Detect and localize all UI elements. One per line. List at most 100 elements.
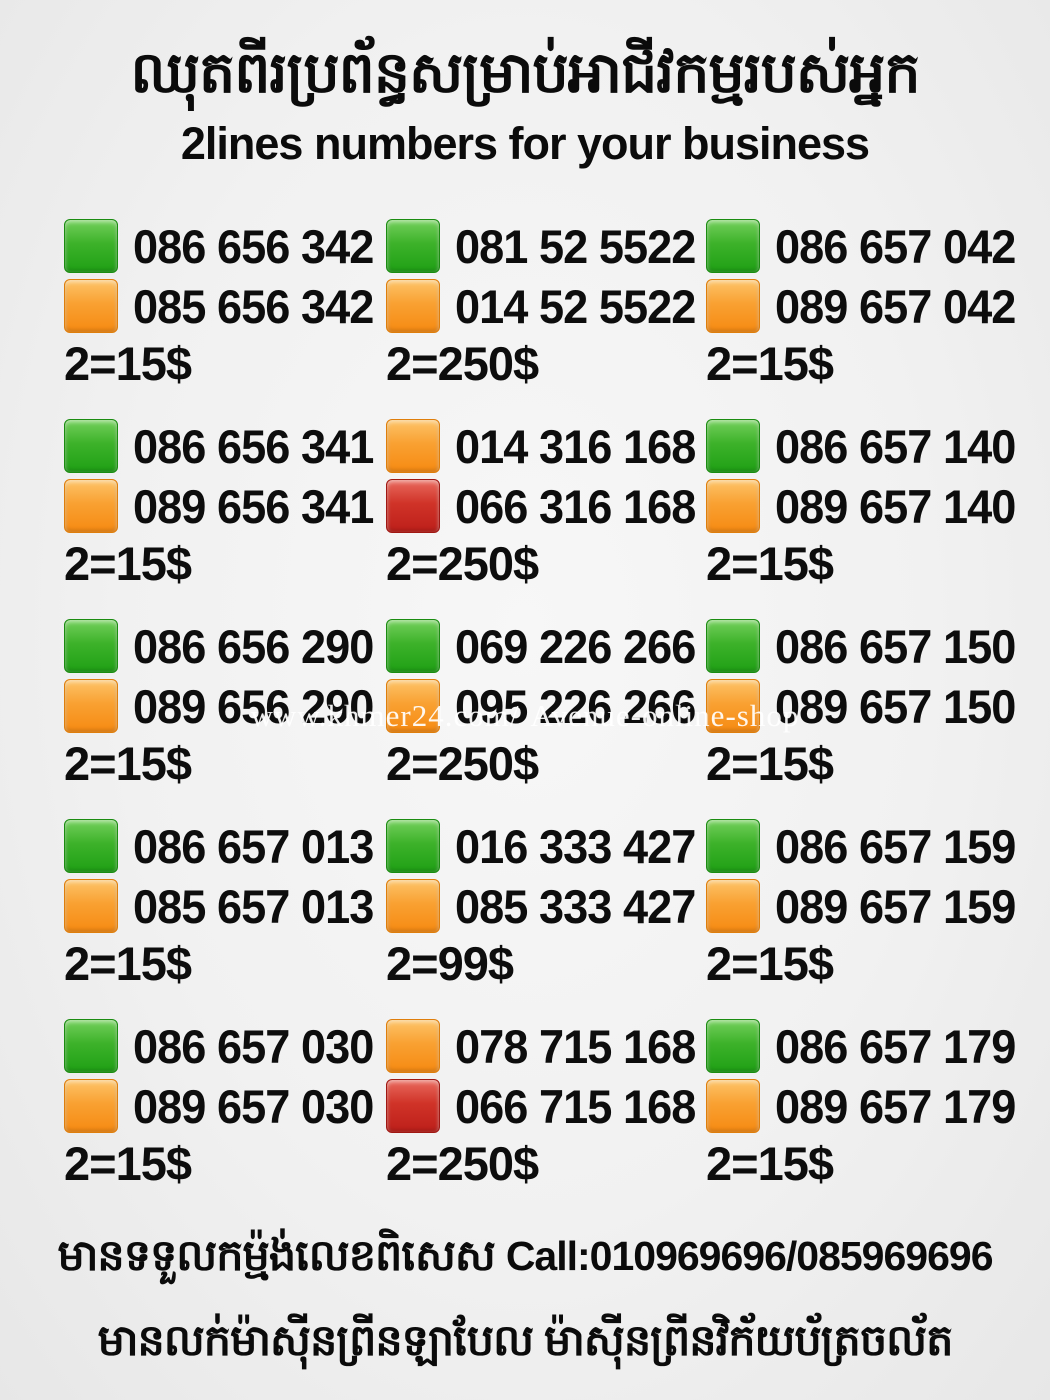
phone-number: 089 657 140 <box>775 479 1016 533</box>
number-line-1: 069 226 266 <box>386 619 706 673</box>
pack-price: 2=15$ <box>64 1137 192 1190</box>
number-line-1: 086 656 342 <box>64 219 386 273</box>
sim-color-chip-green <box>64 1019 118 1073</box>
phone-number: 069 226 266 <box>455 619 696 673</box>
sim-color-chip-orange <box>706 679 760 733</box>
phone-number: 085 656 342 <box>133 279 374 333</box>
sim-color-chip-orange <box>706 279 760 333</box>
sim-color-chip-green <box>386 619 440 673</box>
number-pack-6: 086 657 140 089 657 140 2=15$ <box>706 419 1026 620</box>
phone-number: 095 226 266 <box>455 679 696 733</box>
number-line-2: 095 226 266 <box>386 679 706 733</box>
sim-color-chip-orange <box>64 479 118 533</box>
number-line-2: 089 656 341 <box>64 479 386 533</box>
phone-number: 086 657 150 <box>775 619 1016 673</box>
phone-number: 086 657 179 <box>775 1019 1016 1073</box>
phone-number: 085 333 427 <box>455 879 696 933</box>
phone-number: 085 657 013 <box>133 879 374 933</box>
pack-price: 2=99$ <box>386 937 514 990</box>
number-line-2: 089 656 290 <box>64 679 386 733</box>
number-pack-12: 086 657 159 089 657 159 2=15$ <box>706 819 1026 1020</box>
phone-number: 078 715 168 <box>455 1019 696 1073</box>
sim-color-chip-green <box>706 819 760 873</box>
phone-number: 086 657 159 <box>775 819 1016 873</box>
phone-number: 086 656 341 <box>133 419 374 473</box>
number-line-2: 085 656 342 <box>64 279 386 333</box>
pack-price: 2=250$ <box>386 737 539 790</box>
number-pack-3: 086 657 042 089 657 042 2=15$ <box>706 219 1026 420</box>
number-pack-1: 086 656 342 085 656 342 2=15$ <box>64 219 386 420</box>
phone-number: 086 657 030 <box>133 1019 374 1073</box>
pack-price: 2=250$ <box>386 537 539 590</box>
number-pack-14: 078 715 168 066 715 168 2=250$ <box>386 1019 706 1220</box>
pack-price: 2=15$ <box>706 537 834 590</box>
number-line-2: 089 657 140 <box>706 479 1026 533</box>
sim-color-chip-green <box>64 419 118 473</box>
number-line-1: 086 657 140 <box>706 419 1026 473</box>
phone-number: 086 657 140 <box>775 419 1016 473</box>
sim-color-chip-orange <box>706 1079 760 1133</box>
sim-color-chip-orange <box>706 879 760 933</box>
sim-color-chip-red <box>386 479 440 533</box>
sim-color-chip-green <box>706 619 760 673</box>
phone-number: 089 657 150 <box>775 679 1016 733</box>
phone-number: 014 52 5522 <box>455 279 696 333</box>
pack-price: 2=250$ <box>386 1137 539 1190</box>
phone-number: 086 656 342 <box>133 219 374 273</box>
phone-number: 066 316 168 <box>455 479 696 533</box>
sim-color-chip-orange <box>64 1079 118 1133</box>
sim-color-chip-orange <box>706 479 760 533</box>
number-line-1: 086 656 341 <box>64 419 386 473</box>
sim-color-chip-orange <box>64 679 118 733</box>
number-line-1: 078 715 168 <box>386 1019 706 1073</box>
sim-color-chip-green <box>706 219 760 273</box>
number-line-2: 014 52 5522 <box>386 279 706 333</box>
footer-order-khmer-text: មានទទួលកម្ម៉ង់លេខពិសេស <box>57 1232 495 1280</box>
number-line-1: 016 333 427 <box>386 819 706 873</box>
number-pack-5: 014 316 168 066 316 168 2=250$ <box>386 419 706 620</box>
sim-color-chip-green <box>386 219 440 273</box>
phone-number: 014 316 168 <box>455 419 696 473</box>
number-pack-15: 086 657 179 089 657 179 2=15$ <box>706 1019 1026 1220</box>
sim-color-chip-red <box>386 1079 440 1133</box>
number-line-2: 089 657 159 <box>706 879 1026 933</box>
number-line-1: 086 657 159 <box>706 819 1026 873</box>
phone-number: 086 656 290 <box>133 619 374 673</box>
phone-number: 086 657 042 <box>775 219 1016 273</box>
sim-color-chip-orange <box>386 279 440 333</box>
sim-color-chip-orange <box>386 679 440 733</box>
number-line-2: 089 657 042 <box>706 279 1026 333</box>
number-line-1: 086 656 290 <box>64 619 386 673</box>
number-line-1: 086 657 013 <box>64 819 386 873</box>
phone-number: 086 657 013 <box>133 819 374 873</box>
sim-color-chip-green <box>64 619 118 673</box>
phone-number: 081 52 5522 <box>455 219 696 273</box>
sim-color-chip-green <box>706 1019 760 1073</box>
phone-number: 066 715 168 <box>455 1079 696 1133</box>
number-line-1: 014 316 168 <box>386 419 706 473</box>
sim-color-chip-green <box>64 819 118 873</box>
footer-printer-line: មានលក់ម៉ាស៊ីនព្រីនឡាបែល ម៉ាស៊ីនព្រីនវិក័… <box>97 1317 954 1365</box>
phone-number: 089 657 179 <box>775 1079 1016 1133</box>
sim-color-chip-orange <box>386 879 440 933</box>
number-pack-13: 086 657 030 089 657 030 2=15$ <box>64 1019 386 1220</box>
number-pack-7: 086 656 290 089 656 290 2=15$ <box>64 619 386 820</box>
pack-price: 2=15$ <box>64 537 192 590</box>
sim-color-chip-green <box>386 819 440 873</box>
phone-number: 089 657 042 <box>775 279 1016 333</box>
number-pack-4: 086 656 341 089 656 341 2=15$ <box>64 419 386 620</box>
pack-price: 2=15$ <box>706 1137 834 1190</box>
footer-call-numbers: Call:010969696/085969696 <box>505 1233 994 1279</box>
numbers-grid: 086 656 342 085 656 342 2=15$ 081 52 552… <box>64 219 1026 1220</box>
phone-number: 016 333 427 <box>455 819 696 873</box>
pack-price: 2=15$ <box>706 737 834 790</box>
number-line-2: 066 715 168 <box>386 1079 706 1133</box>
pack-price: 2=15$ <box>64 937 192 990</box>
number-line-2: 085 657 013 <box>64 879 386 933</box>
number-pack-11: 016 333 427 085 333 427 2=99$ <box>386 819 706 1020</box>
number-pack-9: 086 657 150 089 657 150 2=15$ <box>706 619 1026 820</box>
number-line-2: 089 657 150 <box>706 679 1026 733</box>
pack-price: 2=15$ <box>706 937 834 990</box>
sim-color-chip-orange <box>64 279 118 333</box>
number-line-2: 085 333 427 <box>386 879 706 933</box>
